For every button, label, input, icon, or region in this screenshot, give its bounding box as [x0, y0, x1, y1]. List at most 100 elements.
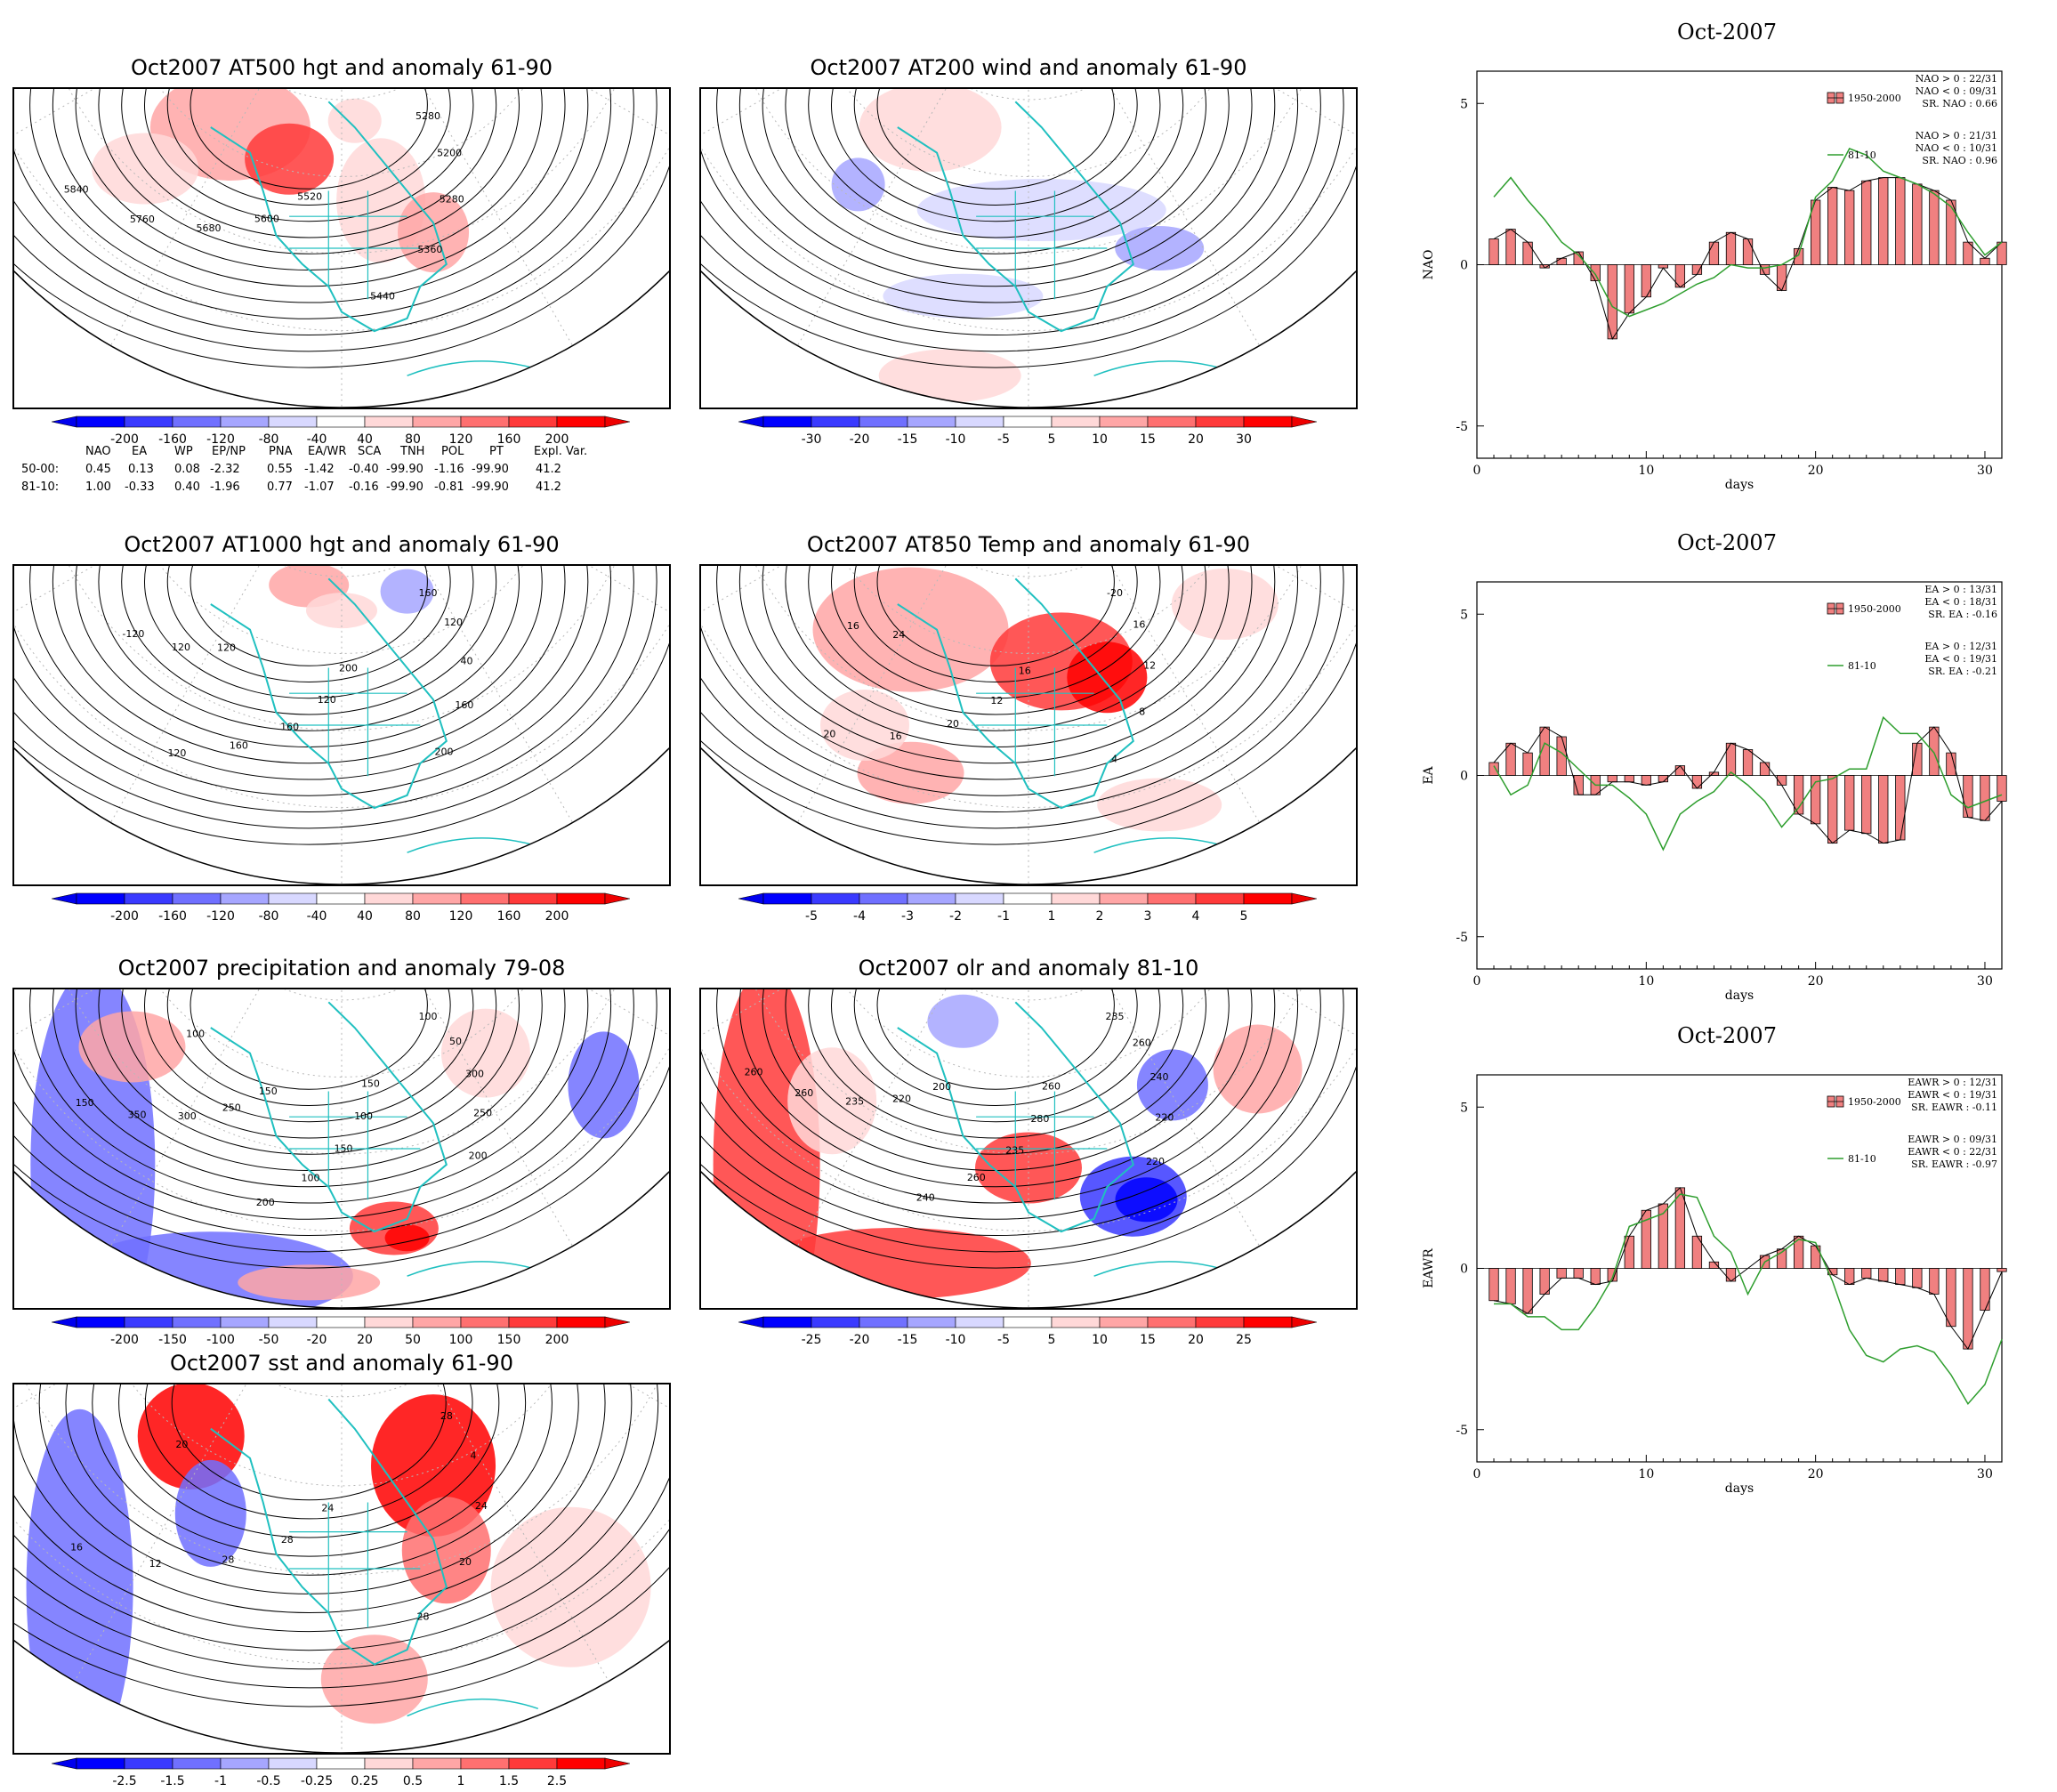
- colorbar-tick-label: 150: [496, 1333, 521, 1347]
- contour-line: [716, 989, 1276, 1204]
- colorbar-swatch: [1243, 1316, 1293, 1328]
- legend-label: 1950-2000: [1848, 1096, 1901, 1108]
- coastline: [897, 577, 1134, 810]
- coastline: [407, 360, 539, 376]
- y-tick-label: -5: [1456, 420, 1468, 434]
- table-cell: 41.2: [536, 480, 561, 494]
- bar: [1980, 257, 1990, 265]
- colorbar-swatch: [268, 1757, 318, 1770]
- colorbar-tick-label: -30: [801, 432, 822, 447]
- colorbar-labels: -30 -20 -15 -10 -5 5 10 15 20 30: [738, 432, 1317, 450]
- colorbar-labels: -5 -4 -3 -2 -1 1 2 3 4 5: [738, 909, 1317, 927]
- contour-line: [14, 566, 669, 845]
- contour-line: [118, 1384, 500, 1538]
- colorbar-swatch: [172, 892, 222, 905]
- bar: [1556, 1268, 1567, 1279]
- legend-label: 81-10: [1848, 660, 1876, 672]
- colorbar-tick-label: 160: [496, 432, 521, 447]
- x-tick-label: 20: [1808, 1467, 1824, 1481]
- contour-label: 280: [1030, 1113, 1049, 1125]
- colorbar-swatch: [508, 892, 558, 905]
- legend-label: 81-10: [1848, 1153, 1876, 1165]
- bar-outline-line: [1493, 1186, 2003, 1351]
- colorbar-tick-label: 10: [1092, 1333, 1108, 1347]
- contour-label: 24: [892, 629, 905, 641]
- colorbar-swatch: [220, 892, 270, 905]
- bar: [1505, 1268, 1516, 1304]
- colorbar-min-arrow: [52, 892, 77, 905]
- bar: [1929, 1268, 1940, 1295]
- anomaly-shade: [927, 994, 999, 1048]
- contour-label: 5360: [417, 244, 442, 255]
- anomaly-shade: [1115, 1177, 1178, 1223]
- anomaly-shade: [763, 1227, 1031, 1299]
- colorbar-tick-label: -4: [853, 909, 866, 924]
- colorbar-swatch: [412, 1757, 462, 1770]
- table-cell: -99.90: [472, 480, 509, 494]
- state-borders: [976, 1091, 1108, 1200]
- latitude-gridline: [187, 989, 496, 1001]
- contour-label: 24: [475, 1500, 488, 1512]
- series-line-81-10: [1493, 715, 2003, 852]
- table-header: EA/WR: [308, 445, 347, 458]
- chart-title: Oct-2007: [1677, 530, 1777, 555]
- map-precip: 100 50 300 250 200 150 100 150 100 200 150 250 300 35…: [12, 988, 671, 1310]
- colorbar-swatch: [76, 892, 125, 905]
- colorbar-tick-label: 200: [544, 432, 569, 447]
- contour-line: [738, 566, 1253, 764]
- contour-label: 4: [1111, 754, 1117, 765]
- bar: [1963, 1268, 1973, 1350]
- contour-label: 16: [1133, 618, 1145, 630]
- colorbar-swatch: [556, 1316, 606, 1328]
- index-chart-eawr: Oct-2007 0 10 20 30 5 0 -5 days EAWR 1950-2000 81-…: [1397, 1021, 2057, 1506]
- colorbar-swatch: [955, 1316, 1004, 1328]
- bar: [1573, 1268, 1584, 1279]
- contour-label: 120: [444, 617, 463, 628]
- table-cell: 0.77: [267, 480, 293, 494]
- longitude-gridline: [74, 1384, 343, 1682]
- bar: [1556, 257, 1567, 265]
- bar: [1878, 1268, 1889, 1282]
- state-borders: [289, 1091, 421, 1200]
- map-at500: 5280 5200 5280 5360 5440 5520 5600 5680 5760 5840: [12, 87, 671, 409]
- bar: [1980, 1268, 1990, 1312]
- contour-label: 300: [178, 1110, 197, 1122]
- colorbar-swatch: [364, 416, 414, 428]
- contour-label: 220: [1155, 1112, 1174, 1124]
- anomaly-shade: [1115, 226, 1205, 270]
- contour-label: 12: [149, 1558, 162, 1570]
- anomaly-shade: [1136, 1049, 1208, 1121]
- colorbar-tick-label: -1.5: [160, 1774, 185, 1788]
- map-hemisphere: [701, 989, 1356, 1308]
- colorbar-swatch: [124, 1757, 173, 1770]
- longitude-gridline: [110, 989, 343, 1247]
- legend-stat: SR. EA : -0.16: [1928, 609, 1997, 620]
- contour-line: [143, 566, 474, 699]
- colorbar-gradient: [52, 1757, 630, 1770]
- colorbar-swatch: [412, 416, 462, 428]
- longitude-gridline: [110, 89, 343, 346]
- contour-line: [738, 989, 1253, 1188]
- legend-stat: EA < 0 : 18/31: [1924, 596, 1997, 608]
- contour-label: 4: [470, 1449, 476, 1461]
- bar: [1691, 264, 1703, 275]
- colorbar-tick-label: -200: [110, 909, 139, 924]
- contour-label: 120: [172, 642, 190, 653]
- colorbar-swatch: [907, 892, 956, 905]
- chart-canvas: 0 10 20 30 5 0 -5 days EAWR 1950-2000 81-10 EAWR > …: [1422, 1074, 2007, 1496]
- coastline: [210, 1398, 448, 1666]
- contour-line: [14, 566, 634, 813]
- colorbar-swatch: [1147, 1316, 1197, 1328]
- contour-line: [14, 989, 657, 1253]
- colorbar-at500: -200 -160 -120 -80 -40 40 80 120 160 200: [52, 413, 630, 452]
- colorbar-sst: -2.5 -1.5 -1 -0.5 -0.25 0.25 0.5 1 1.5 2.5: [52, 1755, 630, 1788]
- contour-line: [29, 89, 589, 303]
- colorbar-swatch: [124, 892, 173, 905]
- latitude-gridline: [874, 989, 1183, 1001]
- y-axis-label: EAWR: [1422, 1248, 1436, 1288]
- colorbar-swatch: [268, 892, 318, 905]
- colorbar-olr: -25 -20 -15 -10 -5 5 10 15 20 25: [738, 1313, 1317, 1352]
- contour-label: 160: [419, 587, 438, 599]
- latitude-gridline: [874, 89, 1183, 101]
- bar: [1895, 177, 1906, 265]
